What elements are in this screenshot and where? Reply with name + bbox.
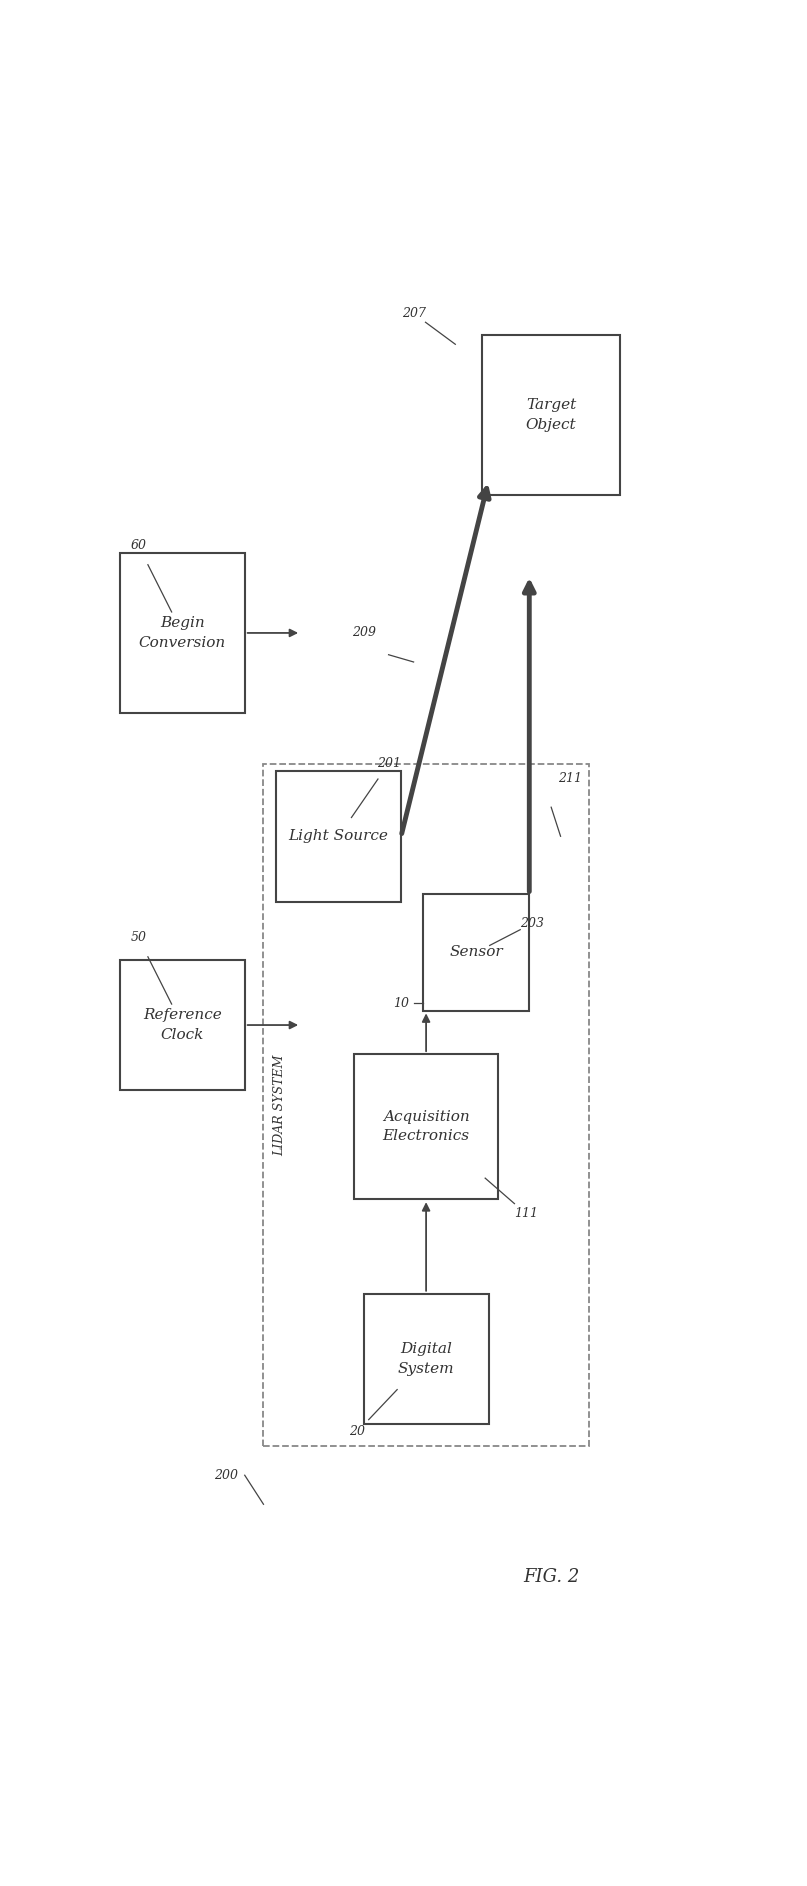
Text: Reference
Clock: Reference Clock — [143, 1009, 222, 1041]
Text: 60: 60 — [131, 539, 146, 553]
Text: 211: 211 — [558, 771, 582, 785]
Text: 20: 20 — [349, 1426, 366, 1439]
Text: 201: 201 — [377, 756, 400, 769]
FancyBboxPatch shape — [364, 1294, 489, 1424]
Text: 200: 200 — [215, 1469, 239, 1482]
Text: Begin
Conversion: Begin Conversion — [139, 617, 226, 649]
FancyBboxPatch shape — [354, 1054, 498, 1199]
Text: 209: 209 — [352, 626, 375, 639]
Text: Sensor: Sensor — [449, 945, 503, 960]
Text: 50: 50 — [131, 932, 146, 945]
FancyBboxPatch shape — [119, 960, 245, 1090]
FancyBboxPatch shape — [423, 894, 529, 1011]
Text: Digital
System: Digital System — [398, 1343, 454, 1375]
Text: 10: 10 — [393, 998, 409, 1009]
Text: FIG. 2: FIG. 2 — [523, 1567, 579, 1586]
FancyBboxPatch shape — [119, 553, 245, 713]
Text: Target
Object: Target Object — [526, 398, 576, 432]
Text: 111: 111 — [514, 1207, 538, 1220]
Text: 207: 207 — [402, 307, 425, 321]
Text: LIDAR SYSTEM: LIDAR SYSTEM — [273, 1054, 286, 1156]
Text: Light Source: Light Source — [289, 830, 388, 843]
Text: Acquisition
Electronics: Acquisition Electronics — [383, 1111, 470, 1143]
Text: 203: 203 — [521, 917, 545, 930]
FancyBboxPatch shape — [483, 336, 620, 494]
FancyBboxPatch shape — [276, 771, 401, 902]
